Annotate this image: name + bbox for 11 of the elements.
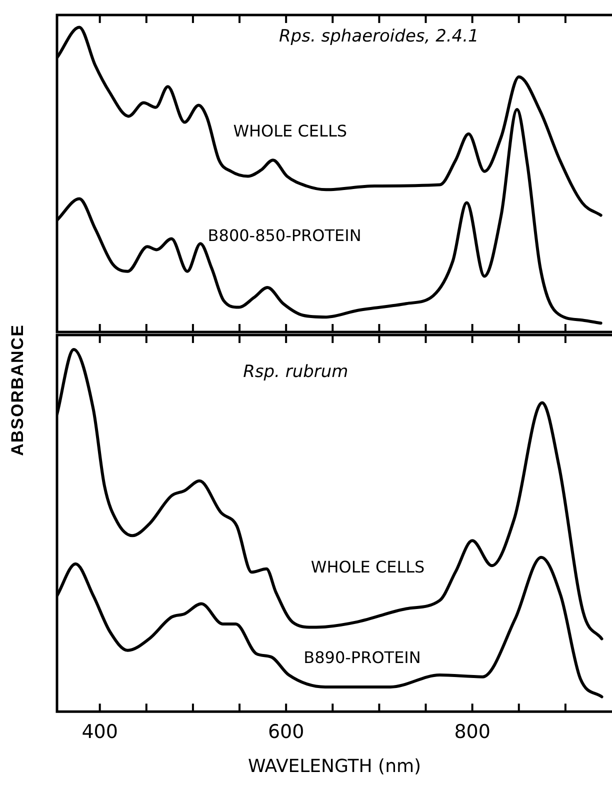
- chart-title: Rps. sphaeroides, 2.4.1: [278, 26, 479, 47]
- x-tick-label: 400: [82, 720, 118, 743]
- series-label: WHOLE CELLS: [233, 121, 348, 140]
- x-axis-title: WAVELENGTH (nm): [248, 756, 422, 777]
- x-tick-label: 600: [268, 720, 304, 743]
- series-label: B800-850-PROTEIN: [208, 226, 362, 246]
- series-label: B890-PROTEIN: [304, 648, 421, 668]
- text: Rsp. rubrum: [243, 362, 348, 382]
- x-tick-label: 800: [454, 720, 490, 743]
- series-label: WHOLE CELLS: [310, 558, 425, 577]
- y-axis-title: ABSORBANCE: [8, 324, 28, 456]
